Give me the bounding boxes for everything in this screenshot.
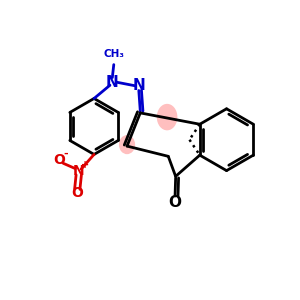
Text: CH₃: CH₃ [103,49,124,59]
Text: -: - [64,149,68,159]
Text: N: N [132,78,145,93]
Text: O: O [54,153,65,167]
Text: O: O [169,195,182,210]
Ellipse shape [157,104,177,130]
Text: +: + [81,160,89,170]
Text: N: N [106,75,119,90]
Text: N: N [73,164,85,178]
Ellipse shape [119,135,135,154]
Text: O: O [71,186,83,200]
